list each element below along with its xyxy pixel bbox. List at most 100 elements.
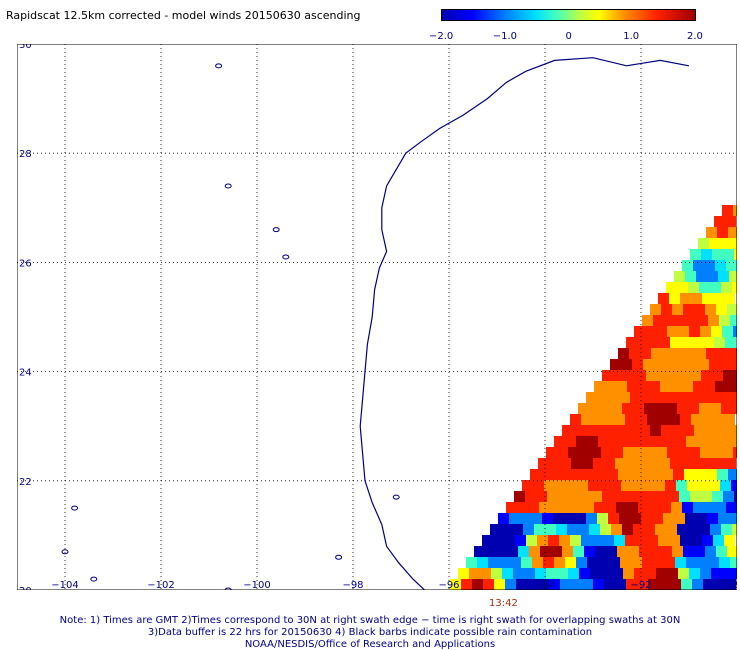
- swath-cell: [665, 359, 676, 370]
- swath-cell: [719, 315, 730, 326]
- swath-cell: [714, 216, 725, 227]
- swath-cell: [560, 579, 571, 590]
- swath-cell: [712, 370, 723, 381]
- swath-cell: [666, 403, 677, 414]
- swath-cell: [692, 458, 703, 469]
- colorbar-gradient: [441, 9, 696, 21]
- footer-note-2: 3)Data buffer is 22 hrs for 20150630 4) …: [147, 627, 593, 638]
- swath-cell: [580, 491, 591, 502]
- swath-cell: [731, 238, 740, 249]
- swath-cell: [678, 326, 689, 337]
- swath-cell: [718, 271, 729, 282]
- swath-cell: [720, 480, 731, 491]
- swath-cell: [710, 282, 721, 293]
- swath-cell: [612, 447, 623, 458]
- swath-cell: [725, 579, 736, 590]
- swath-cell: [724, 535, 735, 546]
- latitude-tick-label: 26: [19, 258, 32, 269]
- swath-cell: [637, 579, 648, 590]
- swath-cell: [696, 513, 707, 524]
- swath-cell: [650, 425, 661, 436]
- swath-cell: [504, 535, 515, 546]
- swath-cell: [620, 436, 631, 447]
- latitude-tick-label: 22: [19, 477, 32, 488]
- latitude-tick-label: 28: [19, 149, 32, 160]
- swath-cell: [633, 524, 644, 535]
- swath-cell: [733, 205, 740, 216]
- axis-tick-labels: −104 −102 −100 −98 −96 −94 −92 −90 30 28 26 24 22 20: [19, 40, 740, 597]
- longitude-tick-label: −96: [438, 580, 459, 590]
- swath-cell: [655, 524, 666, 535]
- swath-cell: [564, 513, 575, 524]
- swath-cell: [584, 546, 595, 557]
- swath-cell: [703, 458, 714, 469]
- swath-cell: [704, 260, 715, 271]
- swath-cell: [726, 381, 737, 392]
- swath-cell: [590, 447, 601, 458]
- swath-cell: [716, 425, 727, 436]
- swath-cell: [658, 535, 669, 546]
- swath-cell: [480, 568, 491, 579]
- swath-cell: [711, 326, 722, 337]
- swath-cell: [590, 568, 601, 579]
- swath-cell: [591, 491, 602, 502]
- swath-cell: [627, 502, 638, 513]
- swath-cell: [696, 392, 707, 403]
- inland-water-outline: [272, 227, 280, 233]
- swath-cell: [629, 469, 640, 480]
- swath-cell: [681, 337, 692, 348]
- footer-note-1: Note: 1) Times are GMT 2)Times correspon…: [59, 615, 681, 626]
- swath-cell: [636, 535, 647, 546]
- swath-cell: [704, 502, 715, 513]
- swath-cell: [674, 271, 685, 282]
- swath-cell: [710, 524, 721, 535]
- swath-cell: [635, 370, 646, 381]
- swath-cell: [640, 469, 651, 480]
- swath-cell: [594, 381, 605, 392]
- swath-cell: [604, 458, 615, 469]
- swath-cell: [595, 425, 606, 436]
- swath-cell: [670, 579, 681, 590]
- swath-cell: [599, 480, 610, 491]
- swath-cell: [701, 370, 712, 381]
- swath-cell: [663, 392, 674, 403]
- swath-cell: [642, 436, 653, 447]
- swath-cell: [611, 524, 622, 535]
- swath-cell: [601, 447, 612, 458]
- swath-cell: [589, 403, 600, 414]
- swath-cell: [627, 381, 638, 392]
- swath-cell: [513, 568, 524, 579]
- swath-cell: [725, 458, 736, 469]
- swath-cell: [605, 381, 616, 392]
- swath-cell: [671, 381, 682, 392]
- swath-cell: [660, 502, 671, 513]
- swath-cell: [656, 568, 667, 579]
- swath-cell: [689, 568, 700, 579]
- swath-cell: [703, 579, 714, 590]
- swath-cell: [697, 557, 708, 568]
- swath-cell: [656, 447, 667, 458]
- swath-cell: [573, 425, 584, 436]
- swath-cell: [656, 326, 667, 337]
- swath-cell: [581, 535, 592, 546]
- swath-cell: [593, 458, 604, 469]
- swath-cell: [505, 579, 516, 590]
- swath-cell: [650, 304, 661, 315]
- swath-cell: [672, 546, 683, 557]
- swath-cell: [576, 557, 587, 568]
- swath-cell: [673, 469, 684, 480]
- swath-cell: [584, 425, 595, 436]
- swath-cell: [606, 546, 617, 557]
- swath-cell: [579, 568, 590, 579]
- swath-cell: [729, 271, 740, 282]
- swath-cell: [686, 557, 697, 568]
- swath-cell: [669, 414, 680, 425]
- swath-cell: [565, 436, 576, 447]
- swath-cell: [530, 469, 541, 480]
- swath-cell: [733, 326, 740, 337]
- swath-cell: [657, 370, 668, 381]
- swath-cell: [603, 535, 614, 546]
- colorbar: −2.0 −1.0 0 1.0 2.0: [429, 9, 703, 42]
- swath-cell: [698, 480, 709, 491]
- swath-cell: [609, 436, 620, 447]
